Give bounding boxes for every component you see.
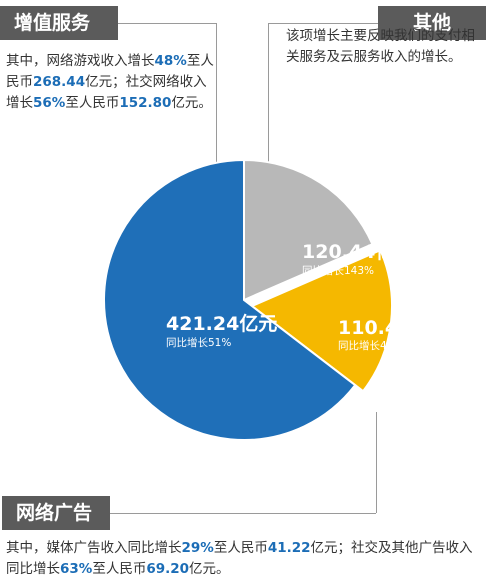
pie-slice-vas [103,158,357,441]
description-vas: 其中，网络游戏收入增长48%至人民币268.44亿元；社交网络收入增长56%至人… [6,51,214,114]
leader-line-ads [110,513,376,514]
description-text: 其中，媒体广告收入同比增长 [6,540,182,556]
highlighted-figure: 63% [60,561,93,577]
label-value-added-services: 增值服务 [0,6,118,40]
highlighted-figure: 69.20 [146,561,190,577]
description-text: 至人民币 [92,561,147,577]
leader-line-other [268,23,378,24]
leader-line-vas [118,23,216,24]
description-text: 至人民币 [213,540,268,556]
description-text: 该项增长主要反映我们的支付相关服务及云服务收入的增长。 [286,28,475,65]
highlighted-figure: 152.80 [119,95,172,111]
description-text: 亿元；社交及其他广告收入同比增长 [6,540,473,577]
description-ads: 其中，媒体广告收入同比增长29%至人民币41.22亿元；社交及其他广告收入同比增… [6,538,484,580]
slice-value-label-vas: 421.24亿元 [166,312,277,335]
pie-slice-other [243,158,374,302]
slice-growth-label-ads: 同比增长48% [338,339,403,352]
slice-value-label-other: 120.44亿元 [302,240,413,263]
highlighted-figure: 29% [181,540,214,556]
description-text: 亿元。 [189,561,230,577]
label-online-advertising: 网络广告 [2,496,110,530]
slice-growth-label-other: 同比增长143% [302,264,374,277]
description-text: 至人民币 [6,53,214,90]
highlighted-figure: 41.22 [267,540,311,556]
description-text: 至人民币 [65,95,120,111]
slice-growth-label-vas: 同比增长51% [166,336,231,349]
highlighted-figure: 268.44 [33,74,86,90]
description-text: 亿元。 [171,95,212,111]
label-others: 其他 [378,6,486,40]
leader-line-vas-vertical [216,23,217,171]
description-text: 亿元；社交网络收入增长 [6,74,207,111]
description-text: 其中，网络游戏收入增长 [6,53,155,69]
highlighted-figure: 56% [33,95,66,111]
description-other: 该项增长主要反映我们的支付相关服务及云服务收入的增长。 [286,26,482,68]
slice-value-label-ads: 110.42亿元 [338,316,449,339]
leader-line-ads-vertical [376,412,377,513]
highlighted-figure: 48% [154,53,187,69]
leader-line-other-vertical [268,23,269,173]
pie-slice-ads [250,248,393,393]
